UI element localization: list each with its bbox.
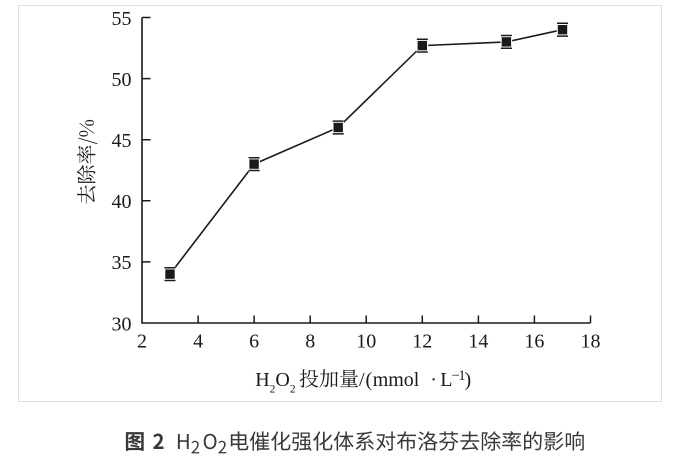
svg-text:8: 8 (305, 331, 315, 353)
svg-text:14: 14 (468, 331, 488, 353)
svg-text:10: 10 (356, 331, 376, 353)
svg-text:/: / (359, 369, 365, 391)
svg-text:−1: −1 (451, 368, 465, 384)
svg-text:O: O (275, 369, 289, 391)
svg-text:): ) (464, 369, 471, 391)
svg-text:2: 2 (270, 384, 276, 396)
svg-text:mmol: mmol (373, 369, 420, 391)
svg-text:50: 50 (112, 69, 132, 91)
svg-text:12: 12 (412, 331, 432, 353)
svg-text:2: 2 (137, 331, 147, 353)
svg-text:H: H (255, 369, 269, 391)
svg-text:(: ( (366, 369, 373, 391)
svg-text:18: 18 (581, 331, 601, 353)
svg-text:4: 4 (193, 331, 203, 353)
svg-text:40: 40 (112, 191, 132, 213)
svg-text:2: 2 (290, 384, 296, 396)
svg-text:6: 6 (249, 331, 259, 353)
svg-text:16: 16 (524, 331, 544, 353)
svg-text:35: 35 (112, 252, 132, 274)
svg-text:·: · (430, 369, 437, 391)
svg-text:L: L (440, 369, 452, 391)
svg-text:55: 55 (112, 8, 132, 30)
svg-text:30: 30 (112, 313, 132, 335)
svg-text:45: 45 (112, 130, 132, 152)
